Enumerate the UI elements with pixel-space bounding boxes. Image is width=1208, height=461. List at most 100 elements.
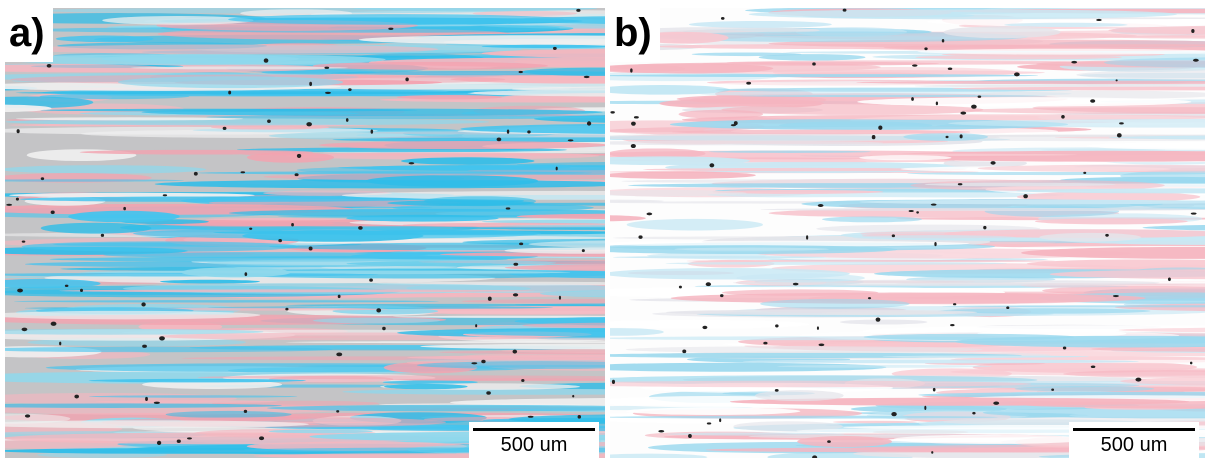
texture — [1105, 233, 1109, 237]
texture — [1039, 232, 1141, 242]
texture — [581, 249, 585, 253]
scale-text: 500 um — [500, 434, 568, 456]
texture — [539, 289, 605, 298]
texture — [816, 326, 819, 330]
texture — [891, 234, 896, 238]
texture — [382, 326, 386, 331]
texture — [924, 405, 927, 411]
texture — [243, 409, 248, 414]
texture — [977, 164, 1205, 172]
texture — [1091, 346, 1205, 352]
texture — [774, 389, 779, 392]
texture — [610, 84, 730, 95]
texture — [558, 295, 562, 300]
texture — [1090, 99, 1096, 103]
texture — [959, 134, 963, 139]
texture — [141, 302, 146, 307]
texture — [130, 66, 349, 70]
texture — [818, 343, 825, 347]
texture — [633, 116, 639, 119]
texture — [5, 278, 101, 289]
texture — [950, 324, 955, 327]
texture — [5, 346, 333, 353]
texture — [758, 54, 866, 61]
texture — [19, 44, 439, 54]
texture — [59, 341, 62, 346]
texture — [308, 246, 313, 251]
texture — [472, 10, 578, 17]
texture — [159, 336, 165, 341]
texture — [812, 62, 816, 66]
texture — [729, 397, 1190, 406]
texture — [307, 208, 550, 213]
scale-bar: 500 um — [469, 422, 599, 458]
texture — [193, 171, 198, 176]
scale-line — [473, 428, 595, 431]
texture — [528, 240, 605, 248]
texture — [610, 415, 998, 419]
texture — [1006, 306, 1010, 310]
texture — [852, 235, 1017, 241]
texture — [625, 346, 983, 354]
texture — [961, 107, 1205, 115]
texture — [1004, 22, 1128, 28]
texture — [55, 35, 154, 43]
texture — [50, 210, 55, 215]
texture — [797, 436, 892, 448]
texture — [103, 252, 428, 258]
texture — [285, 152, 600, 160]
texture — [1190, 212, 1197, 215]
texture — [1014, 72, 1020, 77]
texture — [6, 203, 13, 206]
texture — [5, 328, 264, 335]
texture — [674, 247, 829, 251]
texture — [240, 171, 246, 174]
texture — [721, 104, 984, 115]
texture — [102, 16, 254, 25]
texture — [822, 216, 923, 223]
texture — [642, 167, 968, 172]
texture — [688, 433, 692, 439]
texture — [610, 74, 1038, 78]
texture — [586, 121, 592, 126]
texture — [1120, 377, 1205, 386]
texture — [325, 91, 331, 94]
texture — [719, 418, 722, 423]
texture — [938, 308, 1151, 314]
texture — [1014, 385, 1155, 392]
texture — [760, 207, 1205, 212]
micrograph-panel: a) 500 um — [5, 8, 605, 458]
texture — [117, 76, 344, 89]
texture — [945, 135, 949, 139]
texture — [376, 308, 382, 313]
texture — [951, 86, 1205, 91]
texture — [872, 430, 969, 435]
texture — [1119, 122, 1124, 125]
texture — [610, 63, 774, 74]
texture — [935, 101, 939, 106]
texture — [797, 153, 1077, 156]
texture — [369, 278, 373, 282]
texture — [358, 226, 363, 230]
texture — [972, 411, 976, 415]
texture — [1104, 57, 1205, 68]
texture — [740, 196, 980, 201]
texture — [702, 325, 708, 330]
scale-line — [1073, 428, 1195, 431]
texture — [416, 361, 605, 370]
texture — [142, 344, 147, 348]
texture — [153, 401, 160, 404]
texture — [882, 355, 1089, 358]
texture — [15, 117, 243, 121]
texture — [486, 391, 491, 395]
texture — [733, 421, 843, 432]
texture — [365, 175, 539, 187]
texture — [40, 108, 418, 112]
texture — [842, 8, 847, 12]
texture — [527, 130, 531, 134]
texture — [285, 307, 289, 311]
texture — [646, 212, 653, 216]
texture — [9, 192, 255, 198]
micrograph-panel: b) 500 um — [610, 8, 1205, 458]
texture — [13, 300, 439, 303]
